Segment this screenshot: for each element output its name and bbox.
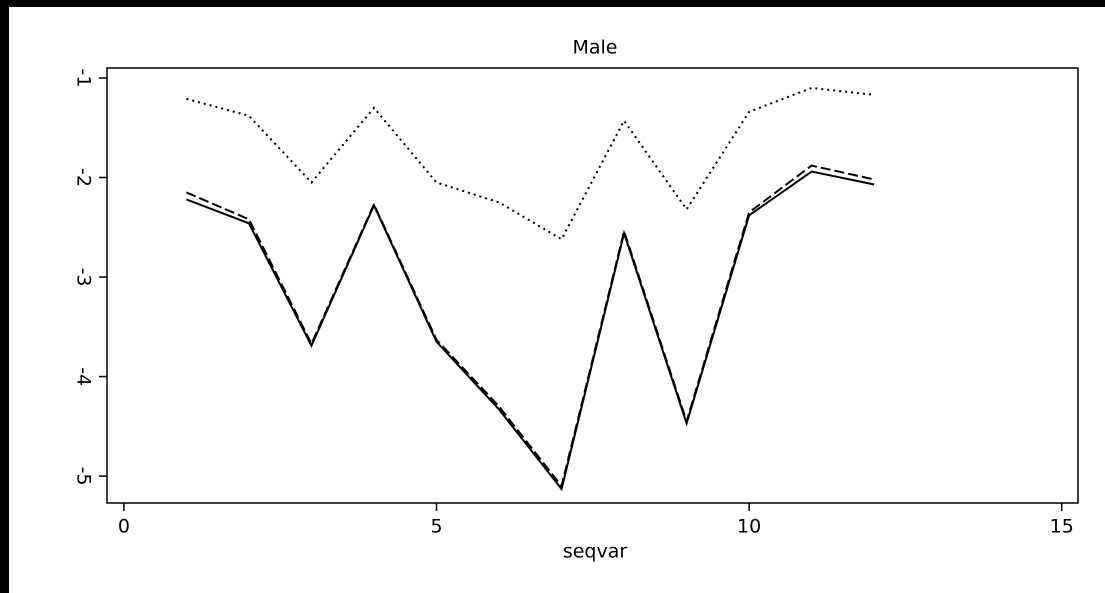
y-tick-label: -3 xyxy=(73,268,95,287)
frame-top xyxy=(0,0,1105,7)
frame-left xyxy=(0,0,9,593)
y-tick-label: -5 xyxy=(73,467,95,486)
x-tick-label: 10 xyxy=(737,516,761,538)
x-tick-label: 5 xyxy=(430,516,442,538)
x-tick-label: 0 xyxy=(118,516,130,538)
line-series xyxy=(186,164,875,489)
x-axis-label: seqvar xyxy=(563,541,628,563)
line-series xyxy=(186,170,875,492)
plot-area xyxy=(106,67,1079,504)
line-series xyxy=(186,86,875,241)
y-tick-label: -1 xyxy=(73,68,95,87)
x-tick-label: 15 xyxy=(1050,516,1074,538)
chart-title: Male xyxy=(572,37,617,59)
y-tick-label: -2 xyxy=(73,168,95,187)
y-tick-label: -4 xyxy=(73,367,95,386)
